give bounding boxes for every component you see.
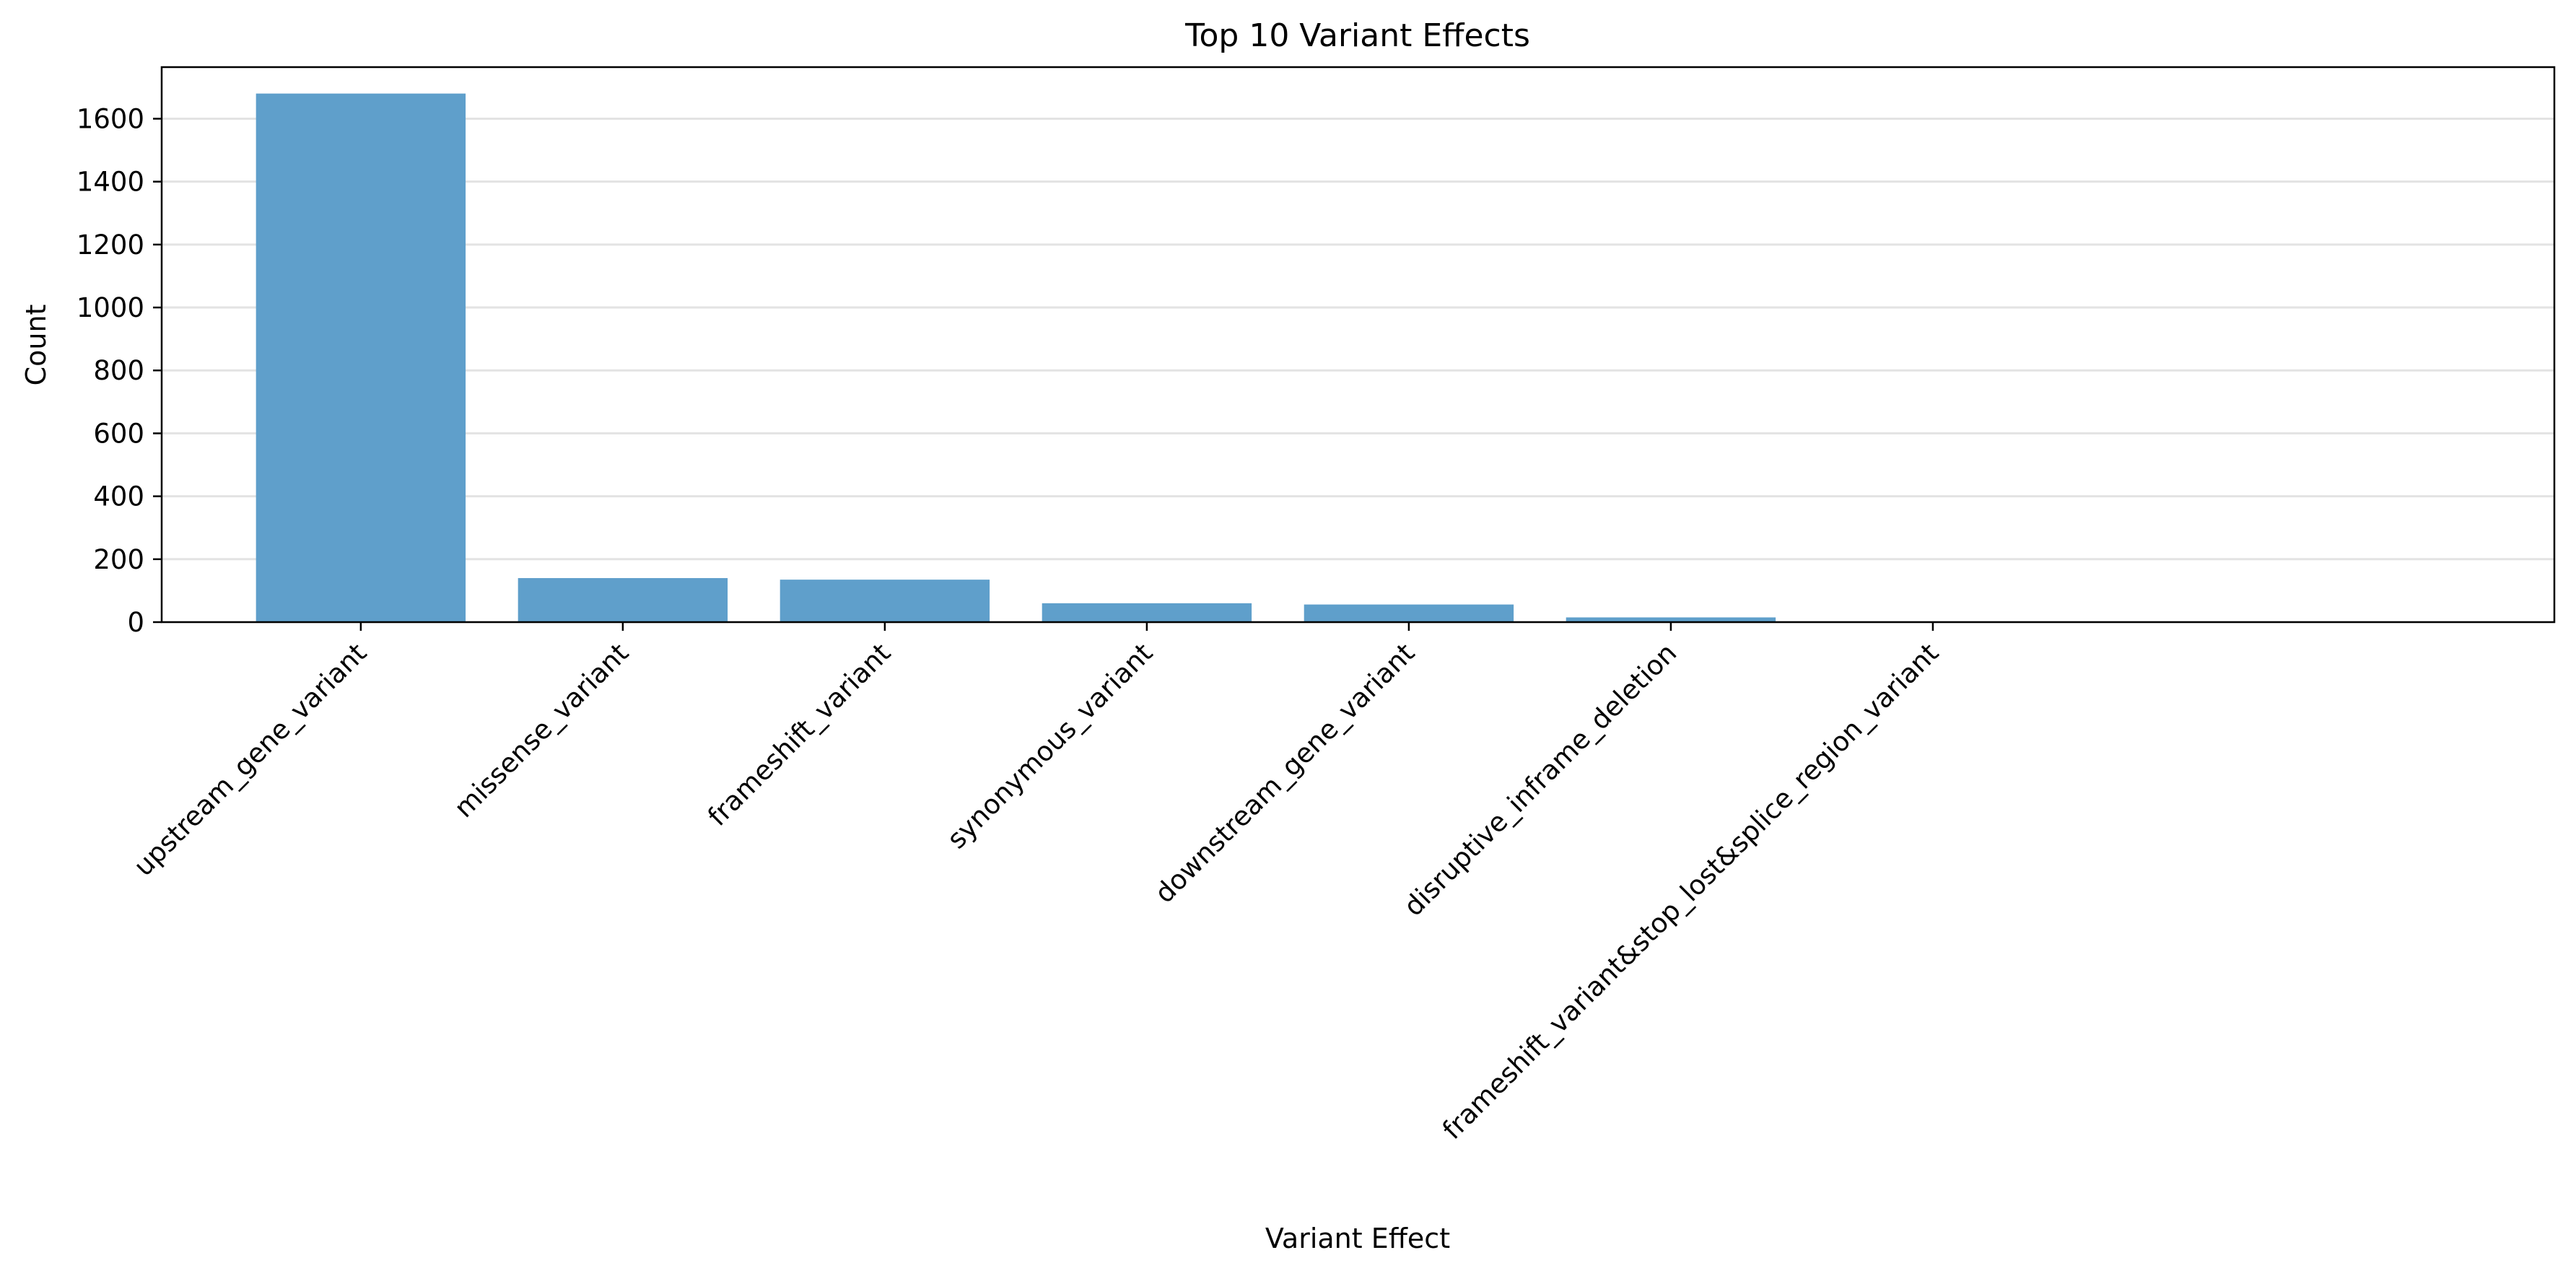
bar — [1042, 603, 1252, 622]
y-axis-label: Count — [20, 305, 52, 386]
x-tick-label: downstream_gene_variant — [1149, 637, 1421, 909]
x-tick-label: frameshift_variant&stop_lost&splice_regi… — [1436, 637, 1944, 1145]
y-tick-label: 200 — [93, 544, 144, 575]
x-tick-label: upstream_gene_variant — [128, 637, 372, 882]
y-tick-label: 0 — [127, 607, 144, 638]
y-tick-label: 600 — [93, 418, 144, 449]
x-axis-ticks: upstream_gene_variant missense_variant fra… — [128, 622, 1944, 1145]
bar — [780, 580, 990, 622]
y-tick-label: 1600 — [77, 103, 144, 134]
bar — [1566, 617, 1776, 622]
bar — [518, 577, 728, 622]
bar — [1304, 604, 1514, 622]
y-tick-label: 400 — [93, 481, 144, 512]
x-tick-label: synonymous_variant — [941, 637, 1158, 855]
y-axis-ticks: 0 200 400 600 800 1000 1200 1400 1600 — [77, 103, 162, 638]
x-tick-label: disruptive_inframe_deletion — [1398, 637, 1683, 922]
x-tick-label: missense_variant — [448, 637, 634, 823]
bar — [256, 93, 466, 623]
y-tick-label: 1000 — [77, 292, 144, 323]
y-tick-label: 1200 — [77, 230, 144, 261]
x-tick-label: frameshift_variant — [702, 637, 896, 832]
y-tick-label: 1400 — [77, 167, 144, 198]
y-tick-label: 800 — [93, 355, 144, 386]
gridlines — [162, 117, 2554, 624]
bars — [256, 93, 2038, 623]
chart-title: Top 10 Variant Effects — [1184, 17, 1530, 54]
plot-frame — [160, 66, 2556, 624]
x-axis-label: Variant Effect — [1265, 1223, 1450, 1254]
